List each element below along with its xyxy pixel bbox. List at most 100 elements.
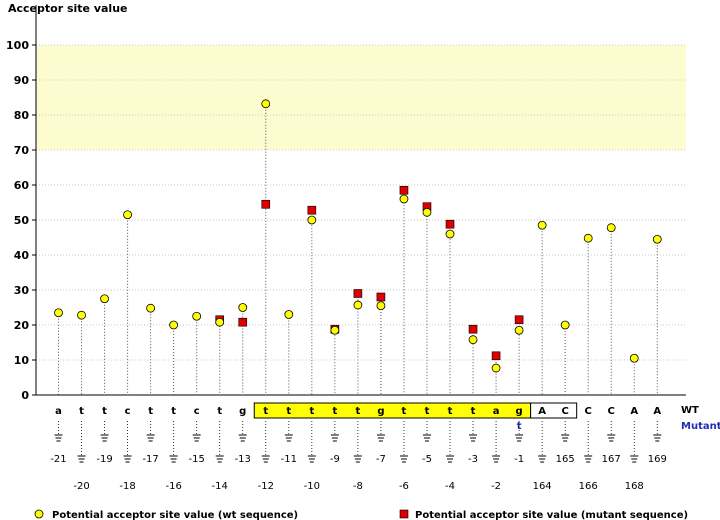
wt-point: [77, 310, 86, 320]
base-label: C: [561, 406, 568, 417]
wt-point: [537, 220, 547, 230]
position-label: 168: [625, 481, 644, 492]
data-marks: [54, 99, 662, 373]
position-label: -15: [189, 454, 205, 465]
wt-point: [215, 317, 225, 327]
y-tick-label: 10: [14, 354, 30, 367]
base-label: t: [448, 406, 453, 417]
mutant-point: [491, 351, 501, 361]
base-label: t: [471, 406, 476, 417]
wt-point: [284, 310, 294, 319]
wt-point: [146, 303, 156, 313]
base-label: t: [355, 406, 360, 417]
wt-point: [376, 301, 386, 311]
y-tick-label: 80: [14, 109, 30, 122]
legend-wt-marker: [34, 509, 44, 519]
wt-point: [583, 233, 593, 243]
y-tick-label: 30: [14, 284, 30, 297]
position-label: -2: [491, 481, 501, 492]
y-tick-label: 70: [14, 144, 30, 157]
y-tick-label: 20: [14, 319, 30, 332]
wt-point: [560, 320, 570, 330]
base-label: g: [239, 406, 246, 417]
base-label: t: [148, 406, 153, 417]
position-label: -13: [235, 454, 251, 465]
position-label: -19: [96, 454, 112, 465]
wt-point: [514, 325, 524, 335]
position-label: -4: [445, 481, 455, 492]
position-label: -6: [399, 481, 409, 492]
wt-point: [261, 99, 271, 109]
mutant-point: [445, 219, 455, 229]
base-label: t: [79, 406, 84, 417]
wt-point: [100, 294, 109, 304]
base-label: t: [425, 406, 430, 417]
wt-point: [330, 325, 340, 335]
wt-point: [399, 194, 409, 204]
position-labels: -21 -20 -19 -18 -17 -16 -15 -14 -13 -12 -11 -10 -9 -8…: [50, 454, 666, 492]
wt-point: [192, 311, 202, 321]
base-label: g: [516, 406, 523, 417]
wt-row-label: WT: [681, 405, 699, 416]
position-label: -3: [468, 454, 478, 465]
mutant-row-label: Mutant: [681, 421, 720, 432]
base-label: C: [608, 406, 615, 417]
base-label: a: [55, 406, 62, 417]
mutant-point: [376, 292, 386, 302]
base-label: A: [538, 406, 546, 417]
sequence-boxes: [253, 402, 578, 419]
base-label: A: [653, 406, 661, 417]
legend-wt-label: Potential acceptor site value (wt sequen…: [52, 510, 298, 520]
mutant-base-label: t: [517, 421, 522, 432]
gridlines: [36, 44, 686, 361]
wt-point: [629, 353, 639, 363]
wt-point: [606, 223, 616, 233]
base-label: t: [102, 406, 107, 417]
base-label: g: [377, 406, 384, 417]
mutant-point: [399, 185, 409, 195]
base-label: t: [402, 406, 407, 417]
base-label: c: [194, 406, 200, 417]
base-label: t: [332, 406, 337, 417]
base-label: a: [493, 406, 500, 417]
position-label: 169: [648, 454, 667, 465]
mutant-point: [514, 315, 524, 325]
position-label: 166: [579, 481, 598, 492]
base-label: t: [263, 406, 268, 417]
y-tick-label: 0: [21, 389, 29, 402]
mutant-point: [238, 317, 248, 327]
y-tick-label: 50: [14, 214, 30, 227]
position-label: -10: [304, 481, 320, 492]
highlight-band: [36, 45, 686, 150]
ground-symbols: [54, 421, 662, 463]
position-label: -9: [330, 454, 340, 465]
position-label: -16: [165, 481, 181, 492]
wt-point: [353, 300, 363, 310]
position-label: -20: [73, 481, 89, 492]
position-label: -8: [353, 481, 363, 492]
base-labels: a t t c t t c t g t t t t t g t t t t a gtA C C C A A: [55, 406, 661, 432]
position-label: -7: [376, 454, 386, 465]
y-tick-label: 100: [6, 39, 29, 52]
wt-point: [422, 207, 432, 217]
base-label: t: [171, 406, 176, 417]
position-label: -5: [422, 454, 432, 465]
y-ticks: 0 10 20 30 40 50 60 70 80 90 100: [6, 39, 36, 402]
wt-point: [652, 234, 662, 244]
wt-point: [307, 215, 317, 225]
y-tick-label: 40: [14, 249, 30, 262]
mutant-point: [261, 199, 271, 209]
base-label: t: [217, 406, 222, 417]
stems: [58, 103, 658, 395]
y-tick-label: 60: [14, 179, 30, 192]
position-label: 165: [556, 454, 575, 465]
base-label: t: [309, 406, 314, 417]
wt-point: [491, 363, 501, 373]
exon-box: [530, 402, 578, 419]
wt-point: [169, 320, 179, 330]
wt-point: [123, 210, 132, 220]
position-label: -1: [514, 454, 524, 465]
position-label: -14: [212, 481, 228, 492]
wt-point: [54, 308, 63, 318]
